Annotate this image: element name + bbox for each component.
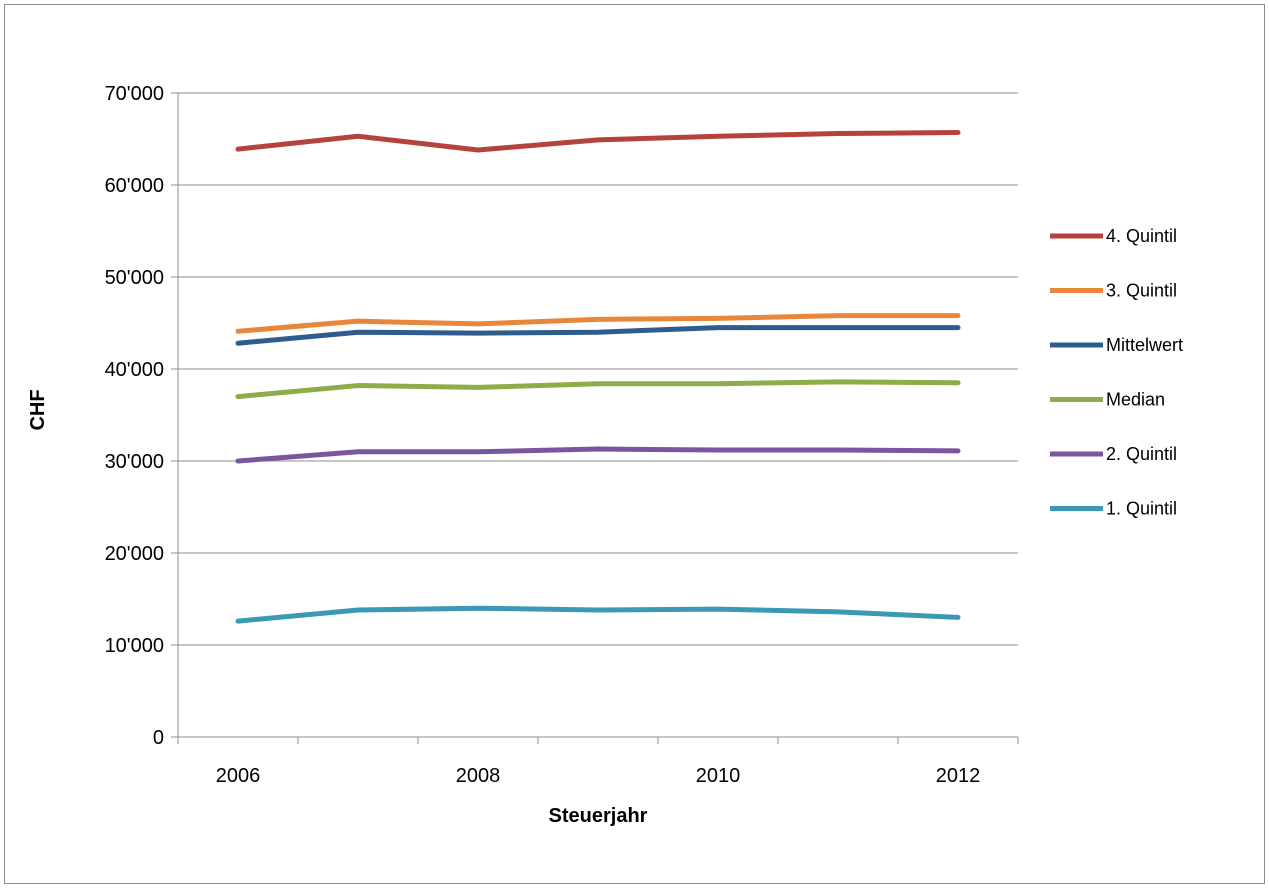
y-axis-title: CHF: [27, 389, 49, 430]
y-tick-label: 30'000: [105, 451, 164, 473]
y-tick-label: 70'000: [105, 83, 164, 105]
series-line-5: [235, 446, 961, 464]
legend-label: 1. Quintil: [1106, 499, 1177, 519]
x-tick-label: 2006: [216, 765, 261, 787]
y-tick-label: 0: [153, 727, 164, 749]
x-tick-label: 2012: [936, 765, 981, 787]
x-tick-label: 2010: [696, 765, 741, 787]
legend-label: Median: [1106, 390, 1165, 410]
x-tick-label: 2008: [456, 765, 501, 787]
y-tick-label: 50'000: [105, 267, 164, 289]
legend-label: Mittelwert: [1106, 335, 1183, 355]
series-line-1: [235, 130, 961, 153]
legend-label: 2. Quintil: [1106, 444, 1177, 464]
gridlines: [178, 92, 1018, 646]
x-axis-ticks: 2006 2008 2010 2012: [177, 737, 1019, 787]
x-axis-title: Steuerjahr: [549, 805, 648, 827]
legend-label: 4. Quintil: [1106, 226, 1177, 246]
series-lines: [235, 130, 961, 624]
axes: [177, 93, 1018, 738]
series-line-6: [235, 605, 961, 624]
series-line-3: [235, 325, 961, 346]
legend-label: 3. Quintil: [1106, 281, 1177, 301]
y-axis-ticks: 0 10'000 20'000 30'000 40'000 50'000 60'000 70'…: [105, 83, 178, 749]
legend: 4. Quintil 3. Quintil Mittelwert Median 2. Q…: [1050, 226, 1183, 519]
y-tick-label: 20'000: [105, 543, 164, 565]
y-tick-label: 10'000: [105, 635, 164, 657]
series-line-4: [235, 379, 961, 400]
y-tick-label: 60'000: [105, 175, 164, 197]
series-line-2: [235, 313, 961, 334]
y-tick-label: 40'000: [105, 359, 164, 381]
